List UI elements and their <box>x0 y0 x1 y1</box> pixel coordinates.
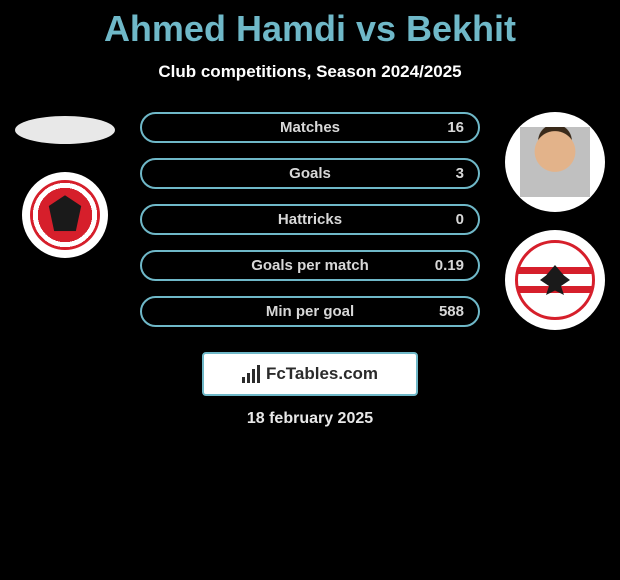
stat-label: Hattricks <box>196 211 424 228</box>
right-club-badge <box>505 230 605 330</box>
page-title: Ahmed Hamdi vs Bekhit <box>0 0 620 50</box>
right-player-photo <box>505 112 605 212</box>
stat-label: Goals <box>196 165 424 182</box>
stat-label: Min per goal <box>196 303 424 320</box>
left-player-photo-placeholder <box>15 116 115 144</box>
zamalek-icon <box>515 240 595 320</box>
stat-row-min-per-goal: Min per goal 588 <box>140 296 480 327</box>
subtitle: Club competitions, Season 2024/2025 <box>0 62 620 82</box>
stat-row-goals: Goals 3 <box>140 158 480 189</box>
stat-label: Goals per match <box>196 257 424 274</box>
stat-right-value: 3 <box>424 165 464 182</box>
zamalek-inner-icon <box>540 265 570 295</box>
right-column <box>500 112 610 348</box>
stat-right-value: 0 <box>424 211 464 228</box>
date-line: 18 february 2025 <box>0 410 620 428</box>
stats-list: Matches 16 Goals 3 Hattricks 0 Goals per… <box>140 112 480 327</box>
stat-right-value: 0.19 <box>424 257 464 274</box>
stat-row-goals-per-match: Goals per match 0.19 <box>140 250 480 281</box>
stat-right-value: 588 <box>424 303 464 320</box>
left-column <box>10 112 120 276</box>
left-club-badge <box>22 172 108 258</box>
al-ahly-icon <box>30 180 100 250</box>
stat-row-hattricks: Hattricks 0 <box>140 204 480 235</box>
stat-row-matches: Matches 16 <box>140 112 480 143</box>
stat-label: Matches <box>196 119 424 136</box>
comparison-content: Matches 16 Goals 3 Hattricks 0 Goals per… <box>0 112 620 352</box>
player-head-icon <box>520 127 590 197</box>
bars-icon <box>242 365 260 383</box>
stat-right-value: 16 <box>424 119 464 136</box>
brand-text: FcTables.com <box>266 364 378 384</box>
brand-box[interactable]: FcTables.com <box>202 352 418 396</box>
